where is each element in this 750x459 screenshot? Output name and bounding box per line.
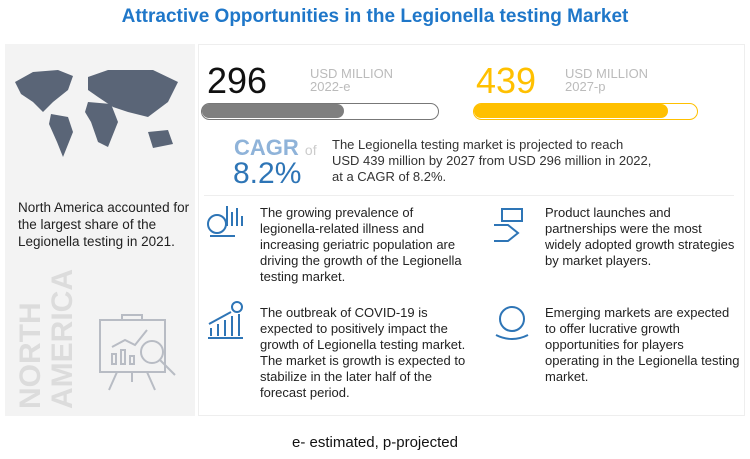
north-america-note: North America accounted for the largest …: [18, 200, 190, 249]
year-2027: 2027-p: [565, 79, 606, 94]
region-line-2: AMERICA: [46, 269, 79, 409]
globe-hand-icon: [495, 306, 529, 340]
progress-bar-2022: [201, 103, 439, 120]
dollar-growth-chart-icon: [208, 301, 243, 339]
cagr-label: CAGR of: [234, 135, 317, 161]
progress-fill-2022: [202, 104, 344, 118]
money-hand-icon: [494, 208, 523, 242]
region-line-1: NORTH: [14, 302, 47, 409]
unit-2022: USD MILLION: [310, 66, 394, 81]
card-emerging-markets: Emerging markets are expected to offer l…: [545, 305, 740, 384]
divider: [204, 195, 734, 196]
card-covid-impact: The outbreak of COVID-19 is expected to …: [260, 305, 466, 400]
cagr-of: of: [304, 142, 317, 158]
cagr-description: The Legionella testing market is project…: [332, 137, 652, 184]
content-frame: [198, 44, 745, 416]
region-label: NORTH AMERICA: [14, 269, 79, 409]
progress-fill-2027: [474, 104, 668, 118]
value-2027: 439: [476, 60, 537, 101]
progress-bar-2027: [473, 103, 698, 120]
left-panel: North America accounted for the largest …: [5, 44, 195, 416]
cagr-value: 8.2%: [233, 157, 302, 190]
chart-hand-icon: [207, 206, 243, 237]
world-map-icon: [15, 70, 178, 157]
presentation-analysis-icon: [99, 314, 176, 391]
unit-2027: USD MILLION: [565, 66, 649, 81]
card-strategies: Product launches and partnerships were t…: [545, 205, 735, 268]
card-growth-drivers: The growing prevalence of legionella-rel…: [260, 205, 462, 284]
year-2022: 2022-e: [310, 79, 351, 94]
value-2022: 296: [207, 60, 268, 101]
footnote: e- estimated, p-projected: [292, 434, 458, 451]
cagr-word: CAGR: [234, 135, 299, 160]
page-title: Attractive Opportunities in the Legionel…: [121, 6, 629, 27]
